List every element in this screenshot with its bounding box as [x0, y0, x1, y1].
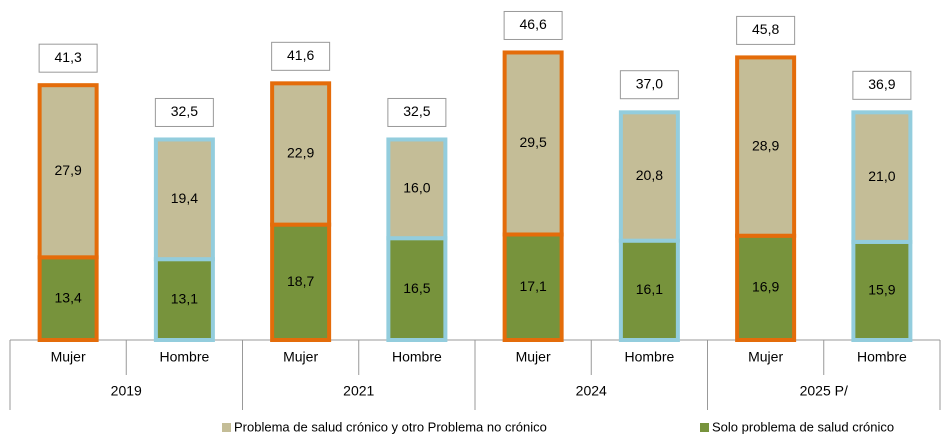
legend-swatch — [222, 423, 231, 432]
total-box — [154, 97, 214, 127]
x-tick-label: Hombre — [159, 349, 209, 365]
value-label: 15,9 — [868, 282, 895, 298]
x-tick-label: Hombre — [624, 349, 674, 365]
total-label: 36,9 — [868, 76, 895, 92]
value-label: 17,1 — [520, 278, 547, 294]
group-label: 2025 P/ — [800, 383, 848, 399]
legend-label: Problema de salud crónico y otro Problem… — [234, 419, 547, 434]
value-label: 20,8 — [636, 167, 663, 183]
value-label: 28,9 — [752, 137, 779, 153]
total-box — [387, 97, 447, 127]
bar-segment — [386, 236, 448, 343]
total-label: 32,5 — [403, 103, 430, 119]
bar-segment — [270, 81, 332, 227]
group-label: 2021 — [343, 383, 374, 399]
value-label: 16,9 — [752, 279, 779, 295]
x-tick-label: Hombre — [857, 349, 907, 365]
total-box — [619, 70, 679, 100]
total-label: 41,3 — [55, 49, 82, 65]
bar-segment — [153, 257, 215, 343]
total-label: 32,5 — [171, 103, 198, 119]
x-tick-label: Hombre — [392, 349, 442, 365]
bar-segment — [502, 50, 564, 237]
bar-segment — [270, 222, 332, 342]
group-label: 2024 — [576, 383, 607, 399]
x-tick-label: Mujer — [51, 349, 86, 365]
value-label: 22,9 — [287, 145, 314, 161]
value-label: 13,4 — [55, 289, 82, 305]
value-label: 18,7 — [287, 273, 314, 289]
value-label: 27,9 — [55, 162, 82, 178]
x-tick-label: Mujer — [283, 349, 318, 365]
total-label: 41,6 — [287, 47, 314, 63]
total-label: 45,8 — [752, 21, 779, 37]
value-label: 13,1 — [171, 290, 198, 306]
bar-segment — [851, 110, 913, 244]
bar-segment — [618, 110, 680, 243]
bar-segment — [37, 83, 99, 260]
legend-swatch — [700, 423, 709, 432]
bar-segment — [735, 55, 797, 238]
total-label: 37,0 — [636, 75, 663, 91]
total-box — [736, 15, 796, 45]
group-label: 2019 — [111, 383, 142, 399]
total-box — [503, 10, 563, 40]
total-box — [271, 41, 331, 71]
total-label: 46,6 — [520, 16, 547, 32]
value-label: 29,5 — [520, 134, 547, 150]
total-box — [38, 43, 98, 73]
bar-segment — [153, 137, 215, 262]
value-label: 16,1 — [636, 281, 663, 297]
legend-label: Solo problema de salud crónico — [712, 419, 894, 434]
x-tick-label: Mujer — [748, 349, 783, 365]
value-label: 16,0 — [403, 180, 430, 196]
bar-segment — [618, 238, 680, 342]
value-label: 21,0 — [868, 168, 895, 184]
bar-segment — [502, 232, 564, 342]
bar-segment — [851, 239, 913, 342]
x-tick-label: Mujer — [516, 349, 551, 365]
value-label: 16,5 — [403, 280, 430, 296]
value-label: 19,4 — [171, 190, 198, 206]
bar-segment — [386, 137, 448, 241]
total-box — [852, 70, 912, 100]
